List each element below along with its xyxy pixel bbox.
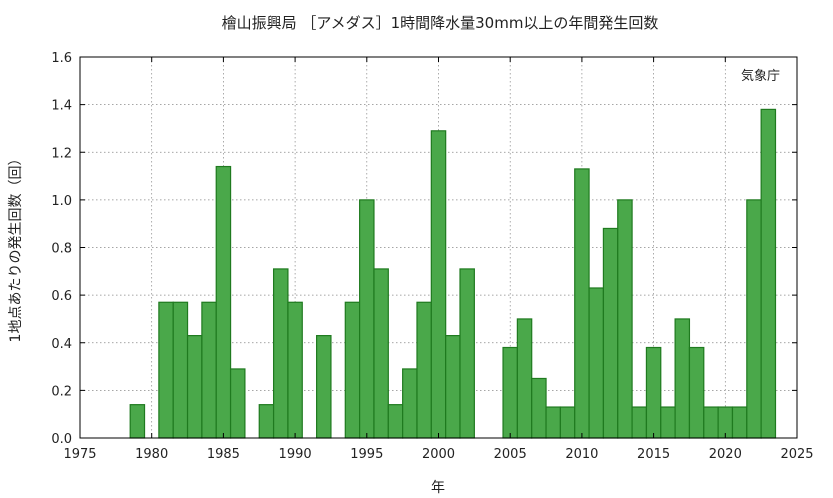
bar-2006	[516, 318, 533, 439]
y-tick-label: 1.6	[51, 51, 72, 66]
bar-1999	[416, 301, 432, 439]
bar-2008	[545, 406, 561, 439]
x-tick-label: 2025	[780, 447, 813, 462]
bar-1982	[172, 301, 189, 439]
bar-2023	[760, 108, 777, 439]
x-tick-label: 1975	[63, 447, 96, 462]
x-tick-label: 2000	[422, 447, 455, 462]
y-axis-label: 1地点あたりの発生回数（回）	[8, 152, 24, 343]
y-tick-label: 0.2	[51, 384, 72, 399]
bar-2018	[688, 346, 705, 439]
bar-2012	[602, 227, 619, 439]
bar-1998	[402, 368, 418, 439]
bar-2005	[502, 346, 518, 439]
x-axis-label: 年	[431, 480, 445, 496]
y-tick-label: 1.4	[51, 99, 72, 114]
bar-2019	[703, 406, 719, 439]
bar-2011	[588, 287, 605, 439]
bar-1994	[344, 301, 361, 439]
bar-1983	[186, 335, 203, 439]
bar-1988	[258, 404, 275, 439]
x-tick-label: 1995	[350, 447, 383, 462]
bar-2014	[631, 406, 648, 439]
bar-2015	[645, 346, 662, 439]
bar-1996	[373, 268, 389, 439]
bar-1984	[201, 301, 217, 439]
y-tick-label: 1.0	[51, 194, 72, 209]
bar-2017	[674, 318, 691, 439]
bar-1989	[272, 268, 289, 439]
credit-label: 気象庁	[741, 68, 780, 84]
x-tick-label: 2015	[637, 447, 670, 462]
bar-2007	[531, 377, 547, 439]
bar-2002	[459, 268, 475, 439]
x-tick-label: 1980	[135, 447, 168, 462]
axis-ticks: 1975 1980 1985 1990 1995 2000 2005 2010 2015 2020…	[51, 51, 813, 462]
bar-1986	[229, 368, 246, 439]
y-tick-label: 1.2	[51, 146, 72, 161]
x-tick-label: 1990	[279, 447, 312, 462]
x-tick-label: 2020	[709, 447, 742, 462]
chart-title: 檜山振興局 ［アメダス］1時間降水量30mm以上の年間発生回数	[222, 14, 659, 32]
bar-2022	[746, 199, 762, 439]
bar-2000	[430, 130, 447, 439]
bars	[129, 108, 777, 439]
bar-1985	[215, 165, 232, 439]
bar-2013	[617, 199, 633, 439]
bar-2009	[559, 406, 576, 439]
bar-1981	[158, 301, 174, 439]
bar-2016	[660, 406, 676, 439]
x-tick-label: 2010	[565, 447, 598, 462]
y-tick-label: 0.4	[51, 337, 72, 352]
bar-1995	[359, 199, 375, 439]
bar-2010	[574, 168, 590, 439]
x-tick-label: 1985	[207, 447, 240, 462]
bar-1990	[287, 301, 303, 439]
bar-1992	[316, 335, 332, 439]
y-tick-label: 0.6	[51, 289, 72, 304]
bar-1979	[129, 404, 146, 439]
bar-1997	[387, 404, 404, 439]
y-tick-label: 0.8	[51, 242, 72, 257]
y-tick-label: 0.0	[51, 432, 72, 447]
bar-2021	[731, 406, 748, 439]
bar-2001	[445, 335, 461, 439]
x-tick-label: 2005	[494, 447, 527, 462]
